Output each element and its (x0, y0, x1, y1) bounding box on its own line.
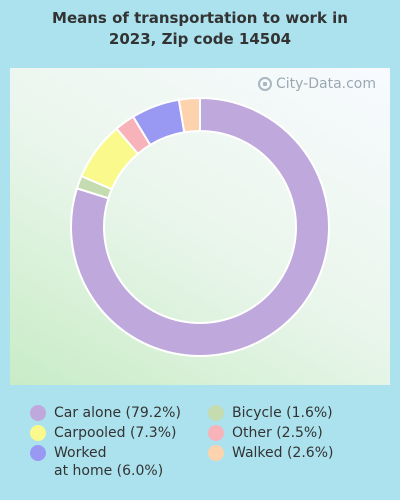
legend-swatch-2 (30, 425, 46, 441)
watermark-text: City-Data.com (275, 76, 376, 92)
legend-item-4: Worked at home (6.0%) (30, 444, 163, 480)
legend-label-4: Worked at home (6.0%) (54, 445, 164, 479)
legend-swatch-0 (30, 405, 46, 421)
legend-label-0: Car alone (79.2%) (54, 405, 181, 421)
legend-item-2: Carpooled (7.3%) (30, 424, 176, 442)
watermark: City-Data.com (257, 76, 376, 92)
donut-slice-5 (177, 96, 201, 134)
legend-label-2: Carpooled (7.3%) (54, 425, 177, 441)
legend-item-1: Bicycle (1.6%) (208, 404, 333, 422)
legend-item-0: Car alone (79.2%) (30, 404, 181, 422)
legend-swatch-4 (30, 445, 46, 461)
donut-slice-0 (70, 96, 330, 357)
legend-label-3: Other (2.5%) (232, 425, 323, 441)
legend-swatch-3 (208, 425, 224, 441)
legend-label-1: Bicycle (1.6%) (232, 405, 333, 421)
legend-item-3: Other (2.5%) (208, 424, 323, 442)
legend-item-5: Walked (2.6%) (208, 444, 333, 462)
chart-title: Means of transportation to work in 2023,… (52, 9, 348, 48)
legend-swatch-5 (208, 445, 224, 461)
legend-label-5: Walked (2.6%) (232, 445, 334, 461)
watermark-icon (257, 77, 272, 91)
legend-swatch-1 (208, 405, 224, 421)
